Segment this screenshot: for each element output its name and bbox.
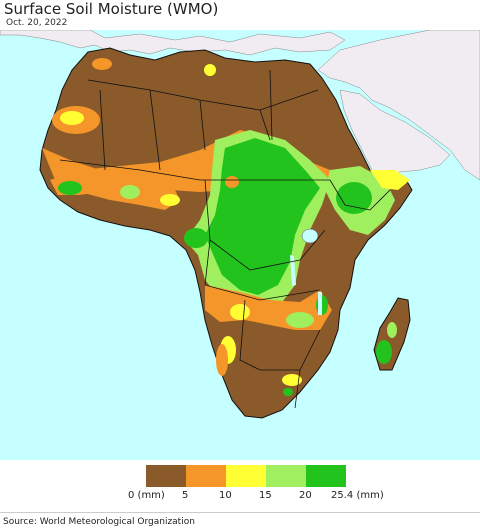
arabian-peninsula <box>339 89 451 181</box>
source-footer: Source: World Meteorological Organizatio… <box>0 512 480 531</box>
legend-swatch-0-5 <box>146 465 186 487</box>
legend-swatch-20-25 <box>306 465 346 487</box>
soil-moisture-map <box>0 30 480 460</box>
lake-tanganyika <box>290 255 296 286</box>
europe-land <box>0 30 346 56</box>
legend-tick-10: 10 <box>219 490 232 501</box>
source-text: Source: World Meteorological Organizatio… <box>3 517 195 527</box>
somalia-moist <box>370 170 410 190</box>
ghana-wet <box>120 185 140 199</box>
legend-labels: 0 (mm) 5 10 15 20 25.4 (mm) <box>0 490 480 504</box>
map-date: Oct. 20, 2022 <box>6 18 68 28</box>
libya-moist <box>204 64 216 76</box>
legend-tick-0: 0 (mm) <box>128 490 165 501</box>
lesotho-wet <box>283 388 293 396</box>
south-africa-east-moist <box>282 374 302 386</box>
atlas-moist <box>92 58 112 70</box>
legend-tick-25: 25.4 (mm) <box>331 490 384 501</box>
legend-tick-20: 20 <box>299 490 312 501</box>
middle-east-land <box>317 30 480 181</box>
guinea-wet <box>58 181 82 195</box>
map-title: Surface Soil Moisture (WMO) <box>4 0 219 18</box>
angola-wet <box>230 304 250 320</box>
namibia-coast-orange <box>216 344 228 376</box>
madagascar-wet <box>376 340 392 364</box>
gabon-wet <box>184 228 208 248</box>
legend-tick-15: 15 <box>259 490 272 501</box>
lake-victoria <box>301 228 319 244</box>
ethiopia-wet <box>336 182 372 214</box>
nigeria-moist <box>160 194 180 206</box>
zambia-moist <box>286 312 314 328</box>
sahara-west-wet <box>60 111 84 125</box>
congo-dry-spot <box>225 176 239 188</box>
west-coast-moist <box>42 148 180 210</box>
legend-tick-5: 5 <box>182 490 189 501</box>
color-legend <box>146 465 346 487</box>
madagascar-moist <box>387 322 397 338</box>
legend-swatch-5-10 <box>186 465 226 487</box>
legend-swatch-15-20 <box>266 465 306 487</box>
legend-swatch-10-15 <box>226 465 266 487</box>
lake-malawi <box>318 292 322 315</box>
country-borders <box>59 69 391 409</box>
